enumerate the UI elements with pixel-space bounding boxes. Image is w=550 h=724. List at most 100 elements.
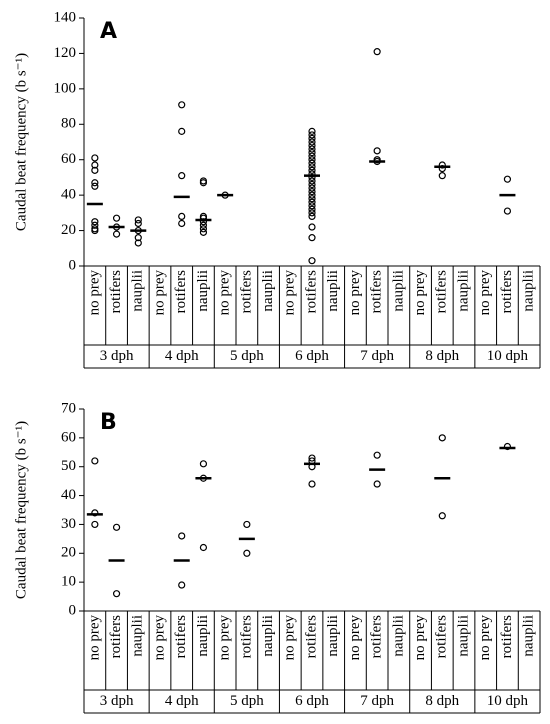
x-tick-label: nauplii: [325, 615, 341, 657]
data-point: [308, 159, 316, 167]
data-point: [199, 228, 208, 236]
x-tick-label: rotifers: [108, 270, 124, 313]
x-tick-label: no prey: [86, 270, 102, 316]
data-point: [438, 434, 446, 442]
data-point: [91, 221, 99, 229]
y-tick-label: 0: [69, 257, 77, 273]
x-tick-label: nauplii: [455, 270, 471, 312]
x-tick-label: no prey: [86, 615, 102, 661]
data-point: [91, 182, 99, 190]
data-point: [308, 141, 316, 150]
data-point: [178, 172, 186, 180]
x-tick-label: no prey: [217, 615, 233, 661]
data-point: [308, 149, 316, 157]
data-point: [503, 175, 512, 183]
data-point: [308, 480, 316, 488]
y-tick-label: 40: [61, 187, 76, 203]
data-point: [134, 216, 142, 224]
data-point: [134, 239, 142, 247]
x-tick-label: no prey: [347, 270, 363, 316]
data-point: [308, 454, 316, 462]
y-tick-label: 0: [69, 602, 77, 618]
x-tick-label: no prey: [412, 615, 428, 661]
x-tick-label: rotifers: [369, 270, 385, 313]
y-tick-label: 40: [61, 487, 76, 503]
x-tick-label: rotifers: [434, 615, 450, 658]
data-point: [308, 177, 316, 185]
panel-label: A: [100, 19, 117, 44]
x-tick-label: rotifers: [173, 270, 189, 313]
y-tick-label: 30: [61, 516, 76, 532]
x-tick-label: nauplii: [521, 270, 537, 312]
data-point: [373, 480, 381, 488]
y-tick-label: 10: [61, 574, 76, 590]
data-point: [91, 457, 99, 465]
y-tick-label: 100: [54, 80, 77, 96]
x-tick-label: rotifers: [303, 270, 319, 313]
x-tick-label: no prey: [151, 615, 167, 661]
x-tick-label: no prey: [282, 270, 298, 316]
data-point: [91, 154, 99, 162]
group-label: 8 dph: [425, 693, 459, 709]
data-point: [178, 532, 186, 540]
data-point: [91, 226, 99, 235]
data-point: [91, 179, 99, 187]
data-point: [308, 198, 316, 206]
data-point: [112, 523, 121, 531]
x-tick-label: no prey: [151, 270, 167, 316]
x-tick-label: no prey: [347, 615, 363, 661]
x-tick-label: rotifers: [434, 270, 450, 313]
group-label: 5 dph: [230, 348, 264, 364]
data-point: [308, 205, 316, 213]
data-point: [308, 191, 316, 199]
data-point: [91, 166, 99, 174]
data-point: [199, 179, 208, 187]
y-axis-label: Caudal beat frequency (b s⁻¹): [13, 421, 29, 599]
x-tick-label: no prey: [477, 270, 493, 316]
group-label: 8 dph: [425, 348, 459, 364]
x-tick-label: nauplii: [521, 615, 537, 657]
data-point: [199, 460, 208, 468]
x-tick-label: rotifers: [369, 615, 385, 658]
data-point: [91, 161, 99, 169]
y-tick-label: 60: [61, 151, 76, 167]
y-axis-label: Caudal beat frequency (b s⁻¹): [13, 53, 29, 231]
x-tick-label: rotifers: [499, 270, 515, 313]
data-point: [91, 509, 99, 517]
x-tick-label: rotifers: [499, 615, 515, 658]
data-point: [178, 219, 186, 228]
data-point: [308, 156, 316, 164]
x-tick-label: rotifers: [303, 615, 319, 658]
data-point: [308, 212, 316, 220]
x-tick-label: no prey: [412, 270, 428, 316]
data-point: [308, 152, 316, 160]
data-point: [178, 212, 186, 220]
data-point: [308, 131, 316, 139]
y-tick-label: 120: [54, 45, 77, 61]
data-point: [178, 127, 186, 135]
data-point: [91, 218, 99, 226]
data-point: [308, 257, 316, 265]
y-tick-label: 50: [61, 458, 76, 474]
x-tick-label: nauplii: [390, 270, 406, 312]
data-point: [438, 172, 446, 180]
data-point: [178, 581, 186, 589]
group-label: 7 dph: [360, 693, 394, 709]
data-point: [199, 225, 208, 233]
group-label: 4 dph: [165, 348, 199, 364]
x-tick-label: nauplii: [130, 270, 146, 312]
data-point: [308, 184, 316, 192]
x-tick-label: nauplii: [455, 615, 471, 657]
x-tick-label: nauplii: [325, 270, 341, 312]
data-point: [373, 48, 381, 56]
x-tick-label: nauplii: [195, 270, 211, 312]
data-point: [112, 214, 121, 222]
x-tick-label: no prey: [217, 270, 233, 316]
data-point: [373, 147, 381, 155]
x-tick-label: rotifers: [173, 615, 189, 658]
data-point: [438, 512, 446, 520]
data-point: [308, 145, 316, 153]
data-point: [308, 188, 316, 196]
group-label: 7 dph: [360, 348, 394, 364]
y-tick-label: 140: [54, 9, 77, 25]
